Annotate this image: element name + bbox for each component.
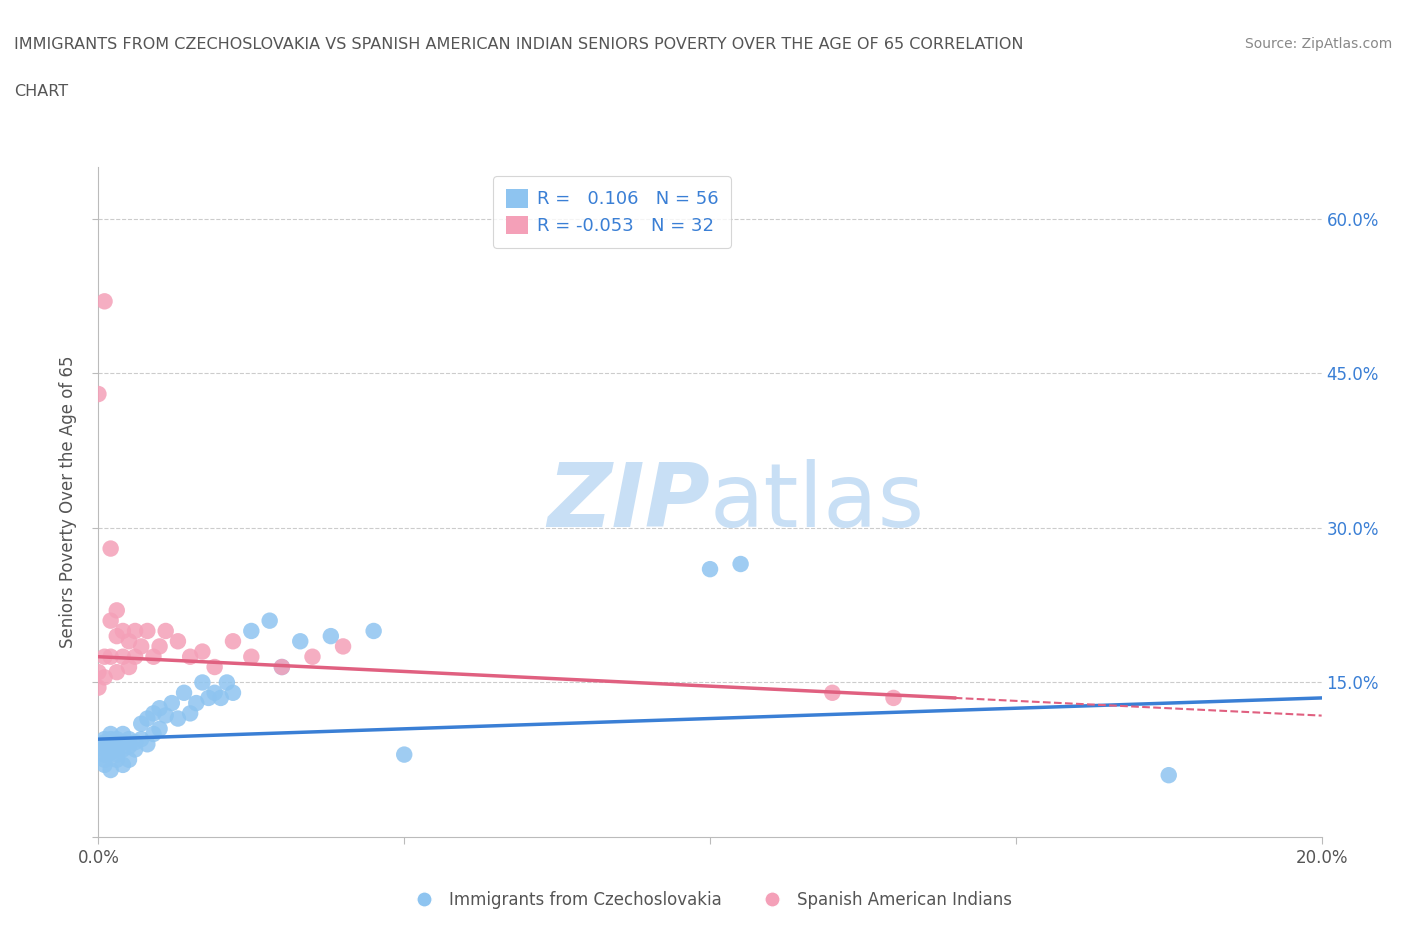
- Point: [179, 649, 201, 664]
- Point: [87, 665, 110, 680]
- Point: [111, 735, 134, 750]
- Point: [111, 649, 134, 664]
- Point: [883, 690, 905, 705]
- Point: [209, 690, 232, 705]
- Point: [270, 659, 292, 674]
- Point: [332, 639, 354, 654]
- Point: [87, 387, 110, 402]
- Text: ZIP: ZIP: [547, 458, 710, 546]
- Point: [93, 747, 115, 762]
- Point: [100, 732, 122, 747]
- Point: [124, 735, 146, 750]
- Point: [222, 634, 245, 649]
- Point: [100, 613, 122, 628]
- Point: [100, 745, 122, 760]
- Point: [100, 649, 122, 664]
- Point: [93, 732, 115, 747]
- Text: CHART: CHART: [14, 84, 67, 99]
- Point: [699, 562, 721, 577]
- Point: [93, 670, 115, 684]
- Point: [129, 716, 152, 731]
- Point: [730, 556, 752, 571]
- Point: [167, 634, 190, 649]
- Text: IMMIGRANTS FROM CZECHOSLOVAKIA VS SPANISH AMERICAN INDIAN SENIORS POVERTY OVER T: IMMIGRANTS FROM CZECHOSLOVAKIA VS SPANIS…: [14, 37, 1024, 52]
- Text: Source: ZipAtlas.com: Source: ZipAtlas.com: [1244, 37, 1392, 51]
- Point: [100, 763, 122, 777]
- Point: [105, 665, 128, 680]
- Point: [155, 708, 177, 723]
- Text: atlas: atlas: [710, 458, 925, 546]
- Point: [1157, 768, 1180, 783]
- Point: [129, 732, 152, 747]
- Point: [124, 742, 146, 757]
- Point: [124, 623, 146, 638]
- Point: [124, 649, 146, 664]
- Point: [142, 706, 165, 721]
- Point: [197, 690, 219, 705]
- Point: [105, 737, 128, 751]
- Point: [142, 649, 165, 664]
- Point: [149, 701, 172, 716]
- Point: [105, 629, 128, 644]
- Point: [186, 696, 208, 711]
- Point: [100, 541, 122, 556]
- Point: [142, 726, 165, 741]
- Point: [129, 639, 152, 654]
- Point: [118, 659, 141, 674]
- Point: [118, 634, 141, 649]
- Point: [215, 675, 238, 690]
- Point: [259, 613, 281, 628]
- Point: [93, 742, 115, 757]
- Point: [105, 732, 128, 747]
- Point: [87, 680, 110, 695]
- Point: [149, 722, 172, 737]
- Point: [149, 639, 172, 654]
- Point: [167, 711, 190, 726]
- Point: [155, 623, 177, 638]
- Point: [179, 706, 201, 721]
- Point: [105, 603, 128, 618]
- Point: [87, 737, 110, 751]
- Point: [111, 623, 134, 638]
- Point: [290, 634, 312, 649]
- Point: [204, 685, 226, 700]
- Point: [392, 747, 416, 762]
- Point: [136, 623, 159, 638]
- Point: [204, 659, 226, 674]
- Point: [136, 737, 159, 751]
- Point: [93, 752, 115, 767]
- Point: [240, 649, 263, 664]
- Point: [160, 696, 183, 711]
- Point: [173, 685, 195, 700]
- Point: [118, 732, 141, 747]
- Legend: Immigrants from Czechoslovakia, Spanish American Indians: Immigrants from Czechoslovakia, Spanish …: [401, 884, 1019, 916]
- Point: [93, 294, 115, 309]
- Y-axis label: Seniors Poverty Over the Age of 65: Seniors Poverty Over the Age of 65: [59, 356, 77, 648]
- Point: [118, 739, 141, 754]
- Point: [93, 649, 115, 664]
- Point: [363, 623, 385, 638]
- Point: [319, 629, 342, 644]
- Point: [93, 757, 115, 772]
- Point: [93, 735, 115, 750]
- Point: [118, 752, 141, 767]
- Point: [100, 726, 122, 741]
- Point: [301, 649, 323, 664]
- Point: [136, 711, 159, 726]
- Point: [100, 739, 122, 754]
- Point: [105, 747, 128, 762]
- Point: [111, 742, 134, 757]
- Point: [191, 675, 214, 690]
- Point: [240, 623, 263, 638]
- Point: [191, 644, 214, 659]
- Point: [111, 757, 134, 772]
- Point: [111, 726, 134, 741]
- Point: [105, 752, 128, 767]
- Point: [105, 742, 128, 757]
- Point: [222, 685, 245, 700]
- Point: [821, 685, 844, 700]
- Point: [270, 659, 292, 674]
